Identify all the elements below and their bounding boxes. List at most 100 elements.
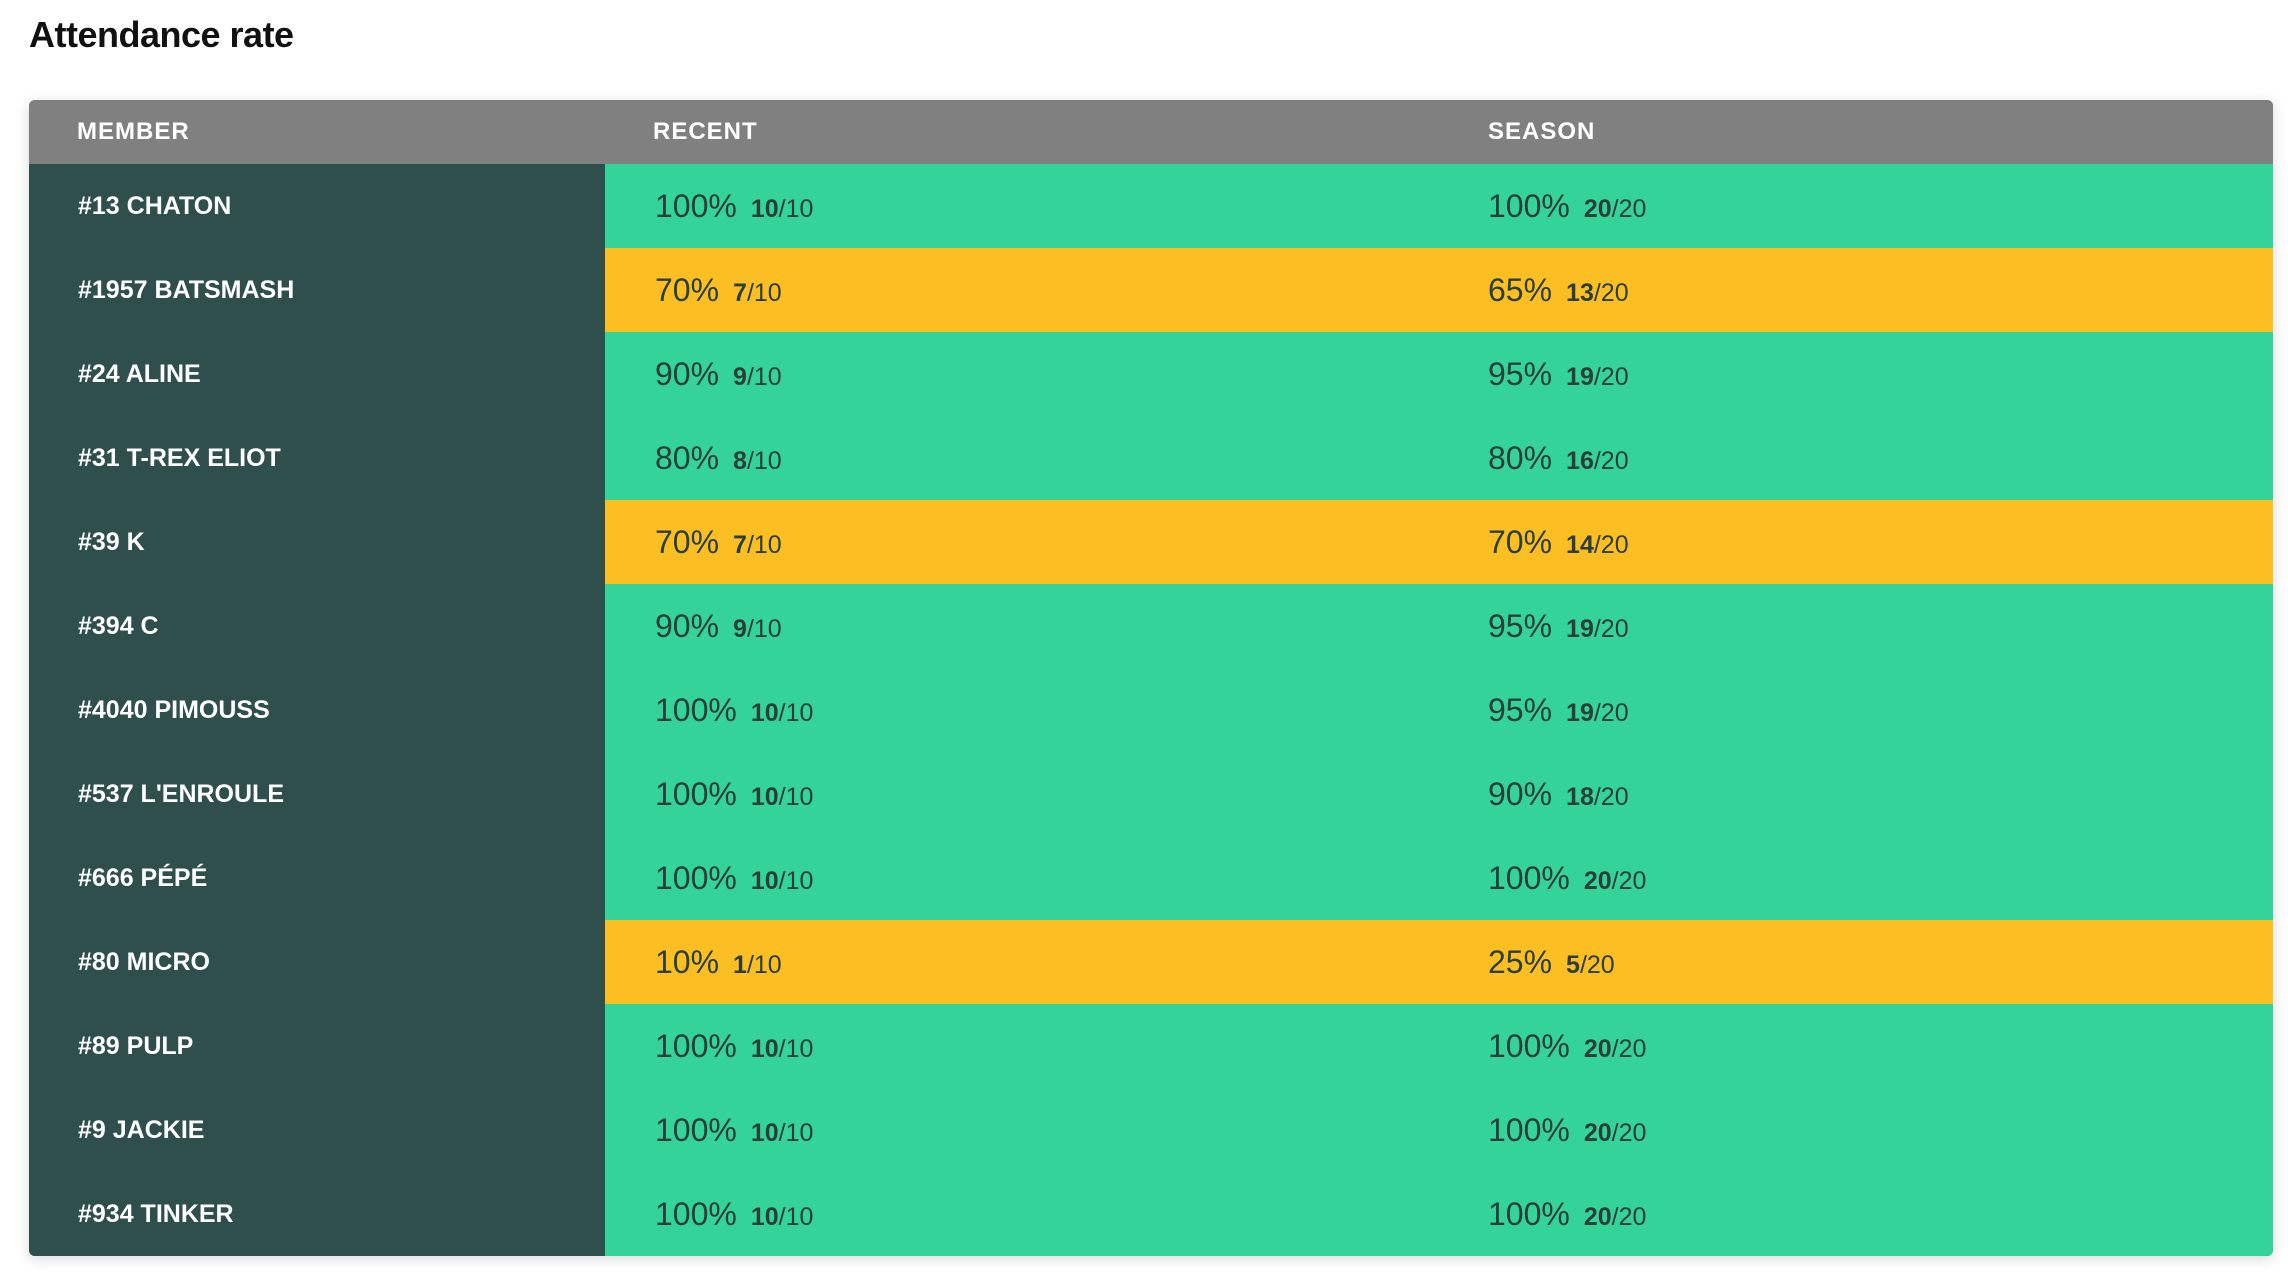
table-row[interactable]: #537 L'ENROULE 100% 10/10 90% 18/20 — [29, 752, 2273, 836]
season-percent: 90% — [1488, 775, 1553, 812]
season-percent: 25% — [1488, 943, 1553, 980]
member-name: #80 MICRO — [29, 920, 605, 1004]
recent-attendance-cell: 90% 9/10 — [605, 584, 1433, 668]
season-count: 19 — [1566, 698, 1594, 727]
member-name: #537 L'ENROULE — [29, 752, 605, 836]
table-body: #13 CHATON 100% 10/10 100% 20/20 #1957 BATSMA… — [29, 164, 2273, 1256]
recent-percent: 10% — [655, 943, 720, 980]
season-attendance-cell: 65% 13/20 — [1433, 248, 2273, 332]
season-percent: 70% — [1488, 523, 1553, 560]
season-percent: 100% — [1488, 1111, 1570, 1148]
season-percent: 100% — [1488, 859, 1570, 896]
table-row[interactable]: #13 CHATON 100% 10/10 100% 20/20 — [29, 164, 2273, 248]
member-name: #394 C — [29, 584, 605, 668]
table-row[interactable]: #89 PULP 100% 10/10 100% 20/20 — [29, 1004, 2273, 1088]
member-name: #9 JACKIE — [29, 1088, 605, 1172]
page-title: Attendance rate — [29, 14, 294, 55]
recent-attendance-cell: 100% 10/10 — [605, 1172, 1433, 1256]
recent-attendance-cell: 70% 7/10 — [605, 500, 1433, 584]
recent-attendance-cell: 100% 10/10 — [605, 836, 1433, 920]
season-total: /20 — [1593, 698, 1629, 727]
season-count: 20 — [1583, 1034, 1612, 1063]
recent-total: /10 — [778, 782, 814, 811]
season-total: /20 — [1611, 866, 1647, 895]
season-count: 5 — [1566, 950, 1580, 979]
season-count: 14 — [1566, 530, 1594, 559]
recent-percent: 100% — [655, 775, 737, 812]
member-name: #666 PÉPÉ — [29, 836, 605, 920]
season-count: 20 — [1583, 866, 1612, 895]
recent-count: 7 — [733, 530, 747, 559]
recent-percent: 100% — [655, 1111, 737, 1148]
recent-count: 9 — [733, 614, 747, 643]
season-attendance-cell: 25% 5/20 — [1433, 920, 2273, 1004]
season-attendance-cell: 100% 20/20 — [1433, 1004, 2273, 1088]
season-attendance-cell: 90% 18/20 — [1433, 752, 2273, 836]
column-header-season[interactable]: SEASON — [1488, 118, 1596, 145]
season-count: 19 — [1566, 614, 1594, 643]
member-name: #13 CHATON — [29, 164, 605, 248]
recent-count: 10 — [750, 698, 779, 727]
recent-attendance-cell: 100% 10/10 — [605, 1004, 1433, 1088]
season-attendance-cell: 100% 20/20 — [1433, 1088, 2273, 1172]
table-row[interactable]: #934 TINKER 100% 10/10 100% 20/20 — [29, 1172, 2273, 1256]
season-total: /20 — [1593, 362, 1629, 391]
recent-percent: 90% — [655, 607, 720, 644]
season-percent: 95% — [1488, 607, 1553, 644]
attendance-table-card: MEMBER RECENT SEASON #13 CHATON 100% 10/10… — [29, 100, 2273, 1256]
season-percent: 95% — [1488, 691, 1553, 728]
season-count: 20 — [1583, 1202, 1612, 1231]
recent-percent: 100% — [655, 187, 737, 224]
recent-total: /10 — [746, 278, 782, 307]
member-name: #934 TINKER — [29, 1172, 605, 1256]
table-header-row: MEMBER RECENT SEASON — [29, 100, 2273, 164]
member-name: #4040 PIMOUSS — [29, 668, 605, 752]
table-row[interactable]: #4040 PIMOUSS 100% 10/10 95% 19/20 — [29, 668, 2273, 752]
season-total: /20 — [1611, 1118, 1647, 1147]
recent-percent: 100% — [655, 691, 737, 728]
table-row[interactable]: #39 K 70% 7/10 70% 14/20 — [29, 500, 2273, 584]
recent-percent: 100% — [655, 1027, 737, 1064]
season-total: /20 — [1611, 1202, 1647, 1231]
season-percent: 100% — [1488, 187, 1570, 224]
attendance-table: MEMBER RECENT SEASON #13 CHATON 100% 10/10… — [29, 100, 2273, 1256]
recent-count: 1 — [733, 950, 747, 979]
table-row[interactable]: #9 JACKIE 100% 10/10 100% 20/20 — [29, 1088, 2273, 1172]
season-attendance-cell: 95% 19/20 — [1433, 584, 2273, 668]
table-row[interactable]: #394 C 90% 9/10 95% 19/20 — [29, 584, 2273, 668]
recent-total: /10 — [778, 1202, 814, 1231]
recent-attendance-cell: 100% 10/10 — [605, 668, 1433, 752]
season-total: /20 — [1593, 782, 1629, 811]
column-header-member[interactable]: MEMBER — [77, 118, 190, 145]
season-attendance-cell: 95% 19/20 — [1433, 668, 2273, 752]
recent-count: 10 — [750, 1202, 779, 1231]
recent-percent: 70% — [655, 271, 720, 308]
recent-total: /10 — [778, 1034, 814, 1063]
table-row[interactable]: #666 PÉPÉ 100% 10/10 100% 20/20 — [29, 836, 2273, 920]
recent-total: /10 — [746, 362, 782, 391]
season-count: 19 — [1566, 362, 1594, 391]
season-total: /20 — [1593, 446, 1629, 475]
season-percent: 65% — [1488, 271, 1553, 308]
season-total: /20 — [1593, 530, 1629, 559]
recent-total: /10 — [778, 698, 814, 727]
season-count: 18 — [1566, 782, 1594, 811]
season-attendance-cell: 70% 14/20 — [1433, 500, 2273, 584]
season-total: /20 — [1593, 614, 1629, 643]
recent-attendance-cell: 100% 10/10 — [605, 752, 1433, 836]
season-attendance-cell: 80% 16/20 — [1433, 416, 2273, 500]
recent-count: 10 — [750, 1034, 779, 1063]
recent-count: 9 — [733, 362, 747, 391]
recent-percent: 70% — [655, 523, 720, 560]
recent-attendance-cell: 70% 7/10 — [605, 248, 1433, 332]
recent-total: /10 — [746, 530, 782, 559]
table-row[interactable]: #31 T-REX ELIOT 80% 8/10 80% 16/20 — [29, 416, 2273, 500]
recent-total: /10 — [778, 194, 814, 223]
column-header-recent[interactable]: RECENT — [653, 118, 758, 145]
table-row[interactable]: #1957 BATSMASH 70% 7/10 65% 13/20 — [29, 248, 2273, 332]
season-total: /20 — [1579, 950, 1615, 979]
table-row[interactable]: #24 ALINE 90% 9/10 95% 19/20 — [29, 332, 2273, 416]
table-row[interactable]: #80 MICRO 10% 1/10 25% 5/20 — [29, 920, 2273, 1004]
recent-attendance-cell: 100% 10/10 — [605, 1088, 1433, 1172]
season-percent: 95% — [1488, 355, 1553, 392]
